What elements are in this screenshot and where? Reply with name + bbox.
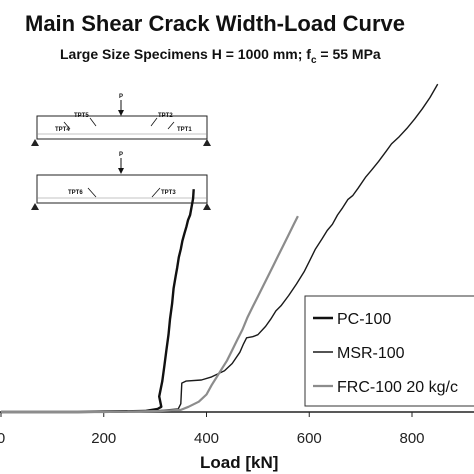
x-tick-label: 400 [194,430,219,447]
inset-beam-top: P TPT5 TPT2 TPT4 TPT1 [31,94,211,146]
inset-load-arrowhead [118,110,124,116]
inset-crack-tpt6 [87,187,97,198]
inset-crack-tpt4 [63,121,71,130]
series-line-pc [1,189,195,414]
inset-load-label-2: P [119,152,123,158]
chart-title: Main Shear Crack Width-Load Curve [25,11,405,36]
inset-beam-bottom: P TPT6 TPT3 [31,152,211,210]
subtitle-main: Large Size Specimens H = 1000 mm; f [60,46,311,62]
x-axis-label: Load [kN] [200,453,278,472]
legend-items: PC-100 MSR-100 FRC-100 20 kg/c [313,311,458,396]
inset-beam-rect [36,115,208,140]
legend-box [304,295,474,407]
inset-beam-schematic: P TPT5 TPT2 TPT4 TPT1 P TPT6 [31,94,211,210]
inset-support-left-2 [31,203,39,210]
series-line-frc [1,215,299,414]
series-line-msr [1,83,439,413]
inset-crack-tpt2 [150,117,158,127]
inset-label-tpt5: TPT5 [74,113,89,119]
x-axis-ticks: 0 200 400 600 800 [0,412,425,447]
legend-label-msr: MSR-100 [337,345,405,362]
legend: PC-100 MSR-100 FRC-100 20 kg/c [304,295,474,407]
inset-label-tpt2: TPT2 [158,113,173,119]
subtitle-subscript: c [311,55,317,66]
inset-support-right-2 [203,203,211,210]
inset-label-tpt1: TPT1 [177,127,192,133]
legend-label-pc: PC-100 [337,311,391,328]
inset-load-arrowhead-2 [118,168,124,174]
inset-label-tpt6: TPT6 [68,190,83,196]
x-tick-label: 200 [91,430,116,447]
subtitle-value: = 55 MPa [317,46,381,62]
inset-crack-tpt1 [167,121,175,130]
x-tick-label: 600 [297,430,322,447]
inset-crack-tpt3 [151,187,161,198]
inset-load-label: P [119,94,123,100]
x-tick-label: 0 [0,430,5,447]
inset-label-tpt3: TPT3 [161,190,176,196]
inset-crack-tpt5 [89,117,97,127]
x-tick-label: 800 [399,430,424,447]
inset-support-right [203,139,211,146]
inset-beam-rect-2 [36,174,208,204]
series-layer [1,83,439,414]
inset-label-tpt4: TPT4 [55,127,70,133]
legend-label-frc: FRC-100 20 kg/c [337,379,458,396]
inset-support-left [31,139,39,146]
chart-subtitle: Large Size Specimens H = 1000 mm; fc = 5… [60,46,381,66]
